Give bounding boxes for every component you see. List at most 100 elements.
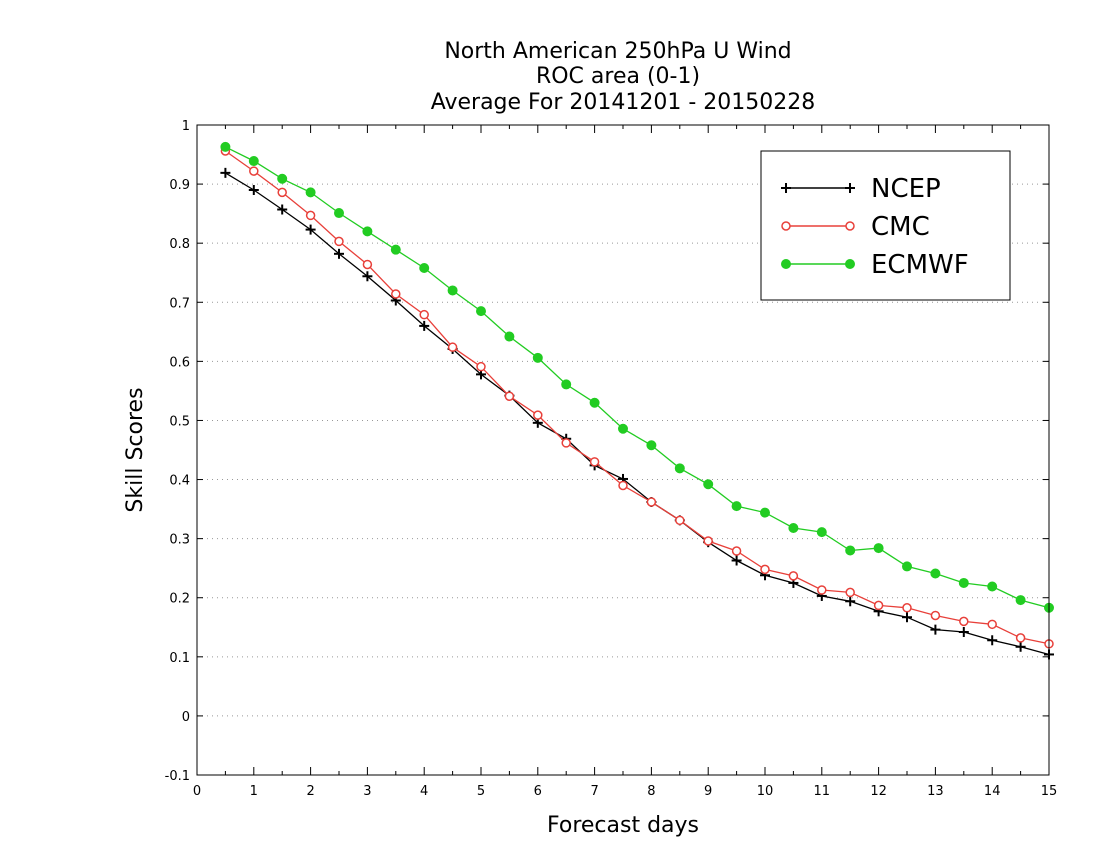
y-tick-label: -0.1 bbox=[165, 769, 190, 784]
y-tick-label: 0 bbox=[182, 710, 190, 725]
data-point bbox=[248, 156, 259, 167]
data-point bbox=[930, 568, 941, 579]
y-tick-label: 0.6 bbox=[169, 355, 190, 370]
data-point bbox=[447, 285, 458, 296]
data-point bbox=[248, 185, 259, 195]
data-point bbox=[334, 236, 344, 247]
legend-entry-cmc: CMC bbox=[781, 212, 930, 242]
data-point bbox=[958, 577, 969, 588]
data-point bbox=[476, 361, 486, 372]
data-point bbox=[845, 587, 855, 598]
legend-entry-ecmwf: ECMWF bbox=[781, 250, 969, 280]
data-point bbox=[959, 616, 969, 627]
data-point bbox=[674, 463, 685, 474]
legend-entry-ncep: NCEP bbox=[781, 174, 941, 204]
data-point bbox=[362, 226, 373, 237]
data-point bbox=[902, 612, 912, 623]
x-tick-label: 9 bbox=[704, 784, 712, 799]
data-point bbox=[305, 187, 316, 198]
chart-title: North American 250hPa U Wind ROC area (0… bbox=[431, 39, 816, 115]
data-point bbox=[703, 536, 713, 546]
axes: -0.100.10.20.30.40.50.60.70.80.910 1 2 3 4 5 6… bbox=[165, 119, 1058, 799]
data-point bbox=[618, 480, 628, 491]
data-point bbox=[504, 391, 515, 401]
y-tick-label: 0.8 bbox=[169, 237, 190, 252]
y-axis-label: Skill Scores bbox=[123, 387, 148, 512]
data-point bbox=[731, 546, 742, 556]
x-tick-label: 2 bbox=[306, 784, 314, 799]
data-point bbox=[476, 306, 486, 317]
data-point bbox=[561, 438, 571, 448]
data-point bbox=[447, 342, 458, 352]
data-point bbox=[845, 221, 855, 231]
data-point bbox=[1015, 633, 1026, 643]
x-tick-label: 3 bbox=[363, 784, 371, 799]
x-tick-label: 13 bbox=[927, 784, 944, 799]
legend: NCEP CMC ECMWF bbox=[760, 150, 1011, 301]
data-point bbox=[277, 187, 287, 198]
data-point bbox=[362, 271, 373, 282]
data-point bbox=[845, 596, 856, 607]
data-point bbox=[419, 263, 430, 273]
data-point bbox=[646, 440, 657, 451]
data-point bbox=[618, 423, 628, 434]
x-tick-label: 11 bbox=[814, 784, 831, 799]
data-point bbox=[220, 167, 231, 178]
series-ecmwf bbox=[220, 141, 1054, 613]
x-tick-label: 12 bbox=[870, 784, 887, 799]
x-tick-label: 10 bbox=[757, 784, 774, 799]
title-line-2: ROC area (0-1) bbox=[536, 64, 700, 89]
x-tick-label: 0 bbox=[193, 784, 201, 799]
data-point bbox=[760, 564, 770, 575]
data-point bbox=[504, 331, 515, 342]
data-point bbox=[220, 141, 231, 152]
data-point bbox=[873, 600, 884, 611]
y-tick-label: 0.9 bbox=[169, 178, 190, 193]
series-line bbox=[225, 172, 1050, 656]
data-point bbox=[532, 352, 543, 363]
data-point bbox=[987, 619, 997, 630]
data-point bbox=[305, 210, 316, 221]
data-point bbox=[391, 289, 401, 299]
title-line-3: Average For 20141201 - 20150228 bbox=[431, 90, 816, 115]
data-point bbox=[731, 555, 742, 566]
data-point bbox=[277, 173, 288, 184]
data-point bbox=[1015, 641, 1026, 652]
data-point bbox=[589, 457, 600, 467]
data-point bbox=[533, 410, 543, 420]
data-point bbox=[305, 224, 316, 235]
data-point bbox=[703, 479, 714, 490]
y-tick-label: 0.5 bbox=[169, 414, 190, 429]
data-point bbox=[788, 523, 799, 533]
data-point bbox=[902, 603, 912, 613]
x-tick-label: 1 bbox=[250, 784, 258, 799]
y-tick-label: 0.3 bbox=[169, 533, 190, 548]
data-point bbox=[1015, 595, 1026, 606]
data-point bbox=[781, 259, 791, 269]
grid bbox=[197, 183, 1049, 717]
data-point bbox=[589, 397, 600, 408]
legend-label: ECMWF bbox=[871, 250, 969, 280]
data-point bbox=[788, 571, 799, 581]
data-point bbox=[390, 244, 401, 255]
data-point bbox=[675, 515, 685, 526]
data-point bbox=[845, 259, 855, 269]
data-point bbox=[845, 183, 855, 193]
data-point bbox=[987, 581, 998, 592]
data-point bbox=[873, 543, 884, 554]
data-point bbox=[760, 507, 770, 518]
y-tick-label: 0.2 bbox=[169, 592, 190, 607]
data-point bbox=[781, 221, 791, 231]
x-tick-label: 4 bbox=[420, 784, 428, 799]
data-point bbox=[277, 204, 288, 215]
data-point bbox=[334, 208, 344, 219]
data-point bbox=[902, 561, 912, 572]
data-point bbox=[561, 379, 572, 390]
x-tick-label: 14 bbox=[984, 784, 1001, 799]
title-line-1: North American 250hPa U Wind bbox=[444, 39, 791, 64]
data-point bbox=[930, 624, 941, 635]
plot-frame bbox=[196, 124, 1050, 776]
data-point bbox=[731, 501, 742, 512]
data-point bbox=[419, 320, 430, 331]
